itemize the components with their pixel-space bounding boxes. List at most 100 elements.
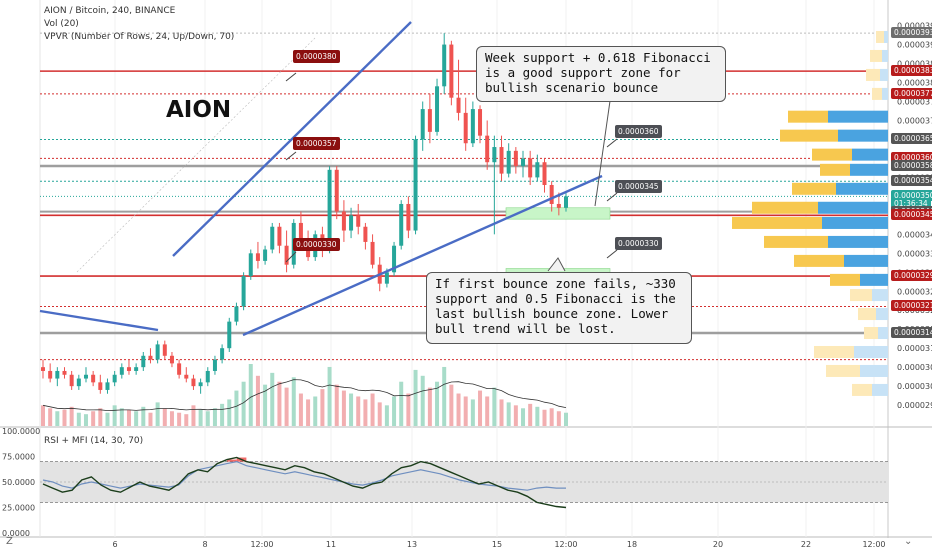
- volume-bar: [306, 399, 311, 426]
- vpvr-up-bar: [732, 216, 822, 229]
- expand-icon[interactable]: ⌄: [904, 536, 913, 547]
- volume-bar: [298, 393, 303, 426]
- volume-bar: [521, 408, 526, 426]
- volume-bar: [406, 393, 411, 426]
- tag-357: 0.0000357: [293, 137, 340, 150]
- rsi-tick-label: 0.0000: [2, 529, 30, 538]
- price-tick-label: 0.0000300: [897, 382, 932, 391]
- vpvr-down-bar: [822, 216, 888, 229]
- price-axis-label: 0.0000360: [891, 152, 932, 164]
- price-tick-label: 0.0000335: [897, 249, 932, 258]
- vpvr-indicator-label[interactable]: VPVR (Number Of Rows, 24, Up/Down, 70): [44, 32, 235, 42]
- vpvr-up-bar: [876, 30, 884, 43]
- volume-bar: [349, 393, 354, 426]
- candle-body: [126, 367, 131, 371]
- volume-bar: [169, 411, 174, 426]
- volume-bar: [556, 411, 561, 426]
- candle-body: [119, 367, 124, 375]
- price-axis-label: 0.0000383: [891, 65, 932, 77]
- vpvr-up-bar: [794, 254, 844, 267]
- volume-indicator-label[interactable]: Vol (20): [44, 19, 79, 29]
- candle-body: [191, 378, 196, 387]
- vpvr-down-bar: [884, 30, 888, 43]
- price-axis-label: 0.0000365: [891, 133, 932, 145]
- volume-bar: [148, 412, 153, 426]
- candle-body: [392, 245, 397, 273]
- rsi-line: [42, 456, 567, 509]
- tag-380: 0.0000380: [293, 50, 340, 63]
- volume-bar: [91, 411, 96, 426]
- candle-body: [212, 359, 217, 371]
- tag-pointer: [606, 138, 618, 148]
- price-tick-label: 0.0000340: [897, 230, 932, 239]
- price-tick-label: 0.0000375: [897, 97, 932, 106]
- time-tick-label: 15: [492, 540, 502, 549]
- candle-body: [255, 253, 260, 261]
- candle-body: [363, 226, 368, 242]
- candle-body: [506, 150, 511, 174]
- volume-bar: [413, 369, 418, 426]
- candle-body: [155, 344, 160, 360]
- vpvr-up-bar: [764, 235, 828, 248]
- vpvr-down-bar: [828, 110, 888, 123]
- tag-345: 0.0000345: [615, 180, 662, 193]
- symbol-line: AION / Bitcoin, 240, BINANCE: [44, 6, 176, 16]
- volume-bar: [356, 396, 361, 426]
- candle-body: [406, 203, 411, 231]
- volume-bar: [392, 396, 397, 426]
- volume-bar: [399, 381, 404, 426]
- price-tick-label: 0.0000310: [897, 344, 932, 353]
- volume-bar: [62, 409, 67, 426]
- price-axis-label: 0.0000345: [891, 209, 932, 221]
- price-axis-label: 0.0000393: [891, 27, 932, 39]
- volume-bar: [542, 409, 547, 426]
- vpvr-up-bar: [866, 68, 880, 81]
- candle-body: [463, 112, 468, 144]
- symbol-title: AION: [166, 97, 232, 123]
- candle-body: [485, 135, 490, 163]
- volume-bar: [134, 411, 139, 426]
- candle-body: [535, 162, 540, 178]
- candle-body: [177, 363, 182, 375]
- price-tick-label: 0.0000395: [897, 22, 932, 31]
- volume-bar: [191, 405, 196, 426]
- vpvr-down-bar: [878, 327, 888, 340]
- vpvr-down-bar: [882, 49, 888, 62]
- time-tick-label: 11: [326, 540, 336, 549]
- volume-bar: [377, 402, 382, 426]
- candle-body: [528, 158, 533, 178]
- volume-bar: [198, 409, 203, 426]
- rsi-mfi-label[interactable]: RSI + MFI (14, 30, 70): [44, 436, 144, 446]
- candle-body: [513, 150, 518, 167]
- vpvr-up-bar: [830, 273, 860, 286]
- z-icon[interactable]: Z: [6, 536, 13, 547]
- volume-bar: [291, 377, 296, 426]
- volume-bar: [177, 412, 182, 426]
- support-zone-345: [505, 207, 611, 220]
- time-tick-label: 12:00: [250, 540, 273, 549]
- callout-week-support: Week support + 0.618 Fibonacci is a good…: [476, 46, 726, 102]
- candle-body: [112, 374, 117, 383]
- volume-bar: [227, 399, 232, 426]
- volume-bar: [492, 387, 497, 426]
- volume-bar: [55, 411, 60, 426]
- volume-bar: [535, 406, 540, 426]
- volume-bar: [277, 381, 282, 426]
- candle-body: [327, 169, 332, 250]
- vpvr-down-bar: [838, 129, 888, 142]
- candle-body: [234, 306, 239, 322]
- volume-bar: [435, 381, 440, 426]
- candle-body: [284, 245, 289, 265]
- volume-bar: [141, 406, 146, 426]
- candle-body: [356, 215, 361, 227]
- vpvr-up-bar: [780, 129, 838, 142]
- candle-body: [41, 367, 45, 371]
- volume-bar: [248, 364, 253, 426]
- volume-bar: [69, 406, 74, 426]
- volume-bar: [126, 409, 131, 426]
- candle-body: [91, 374, 96, 383]
- candle-body: [427, 109, 432, 132]
- volume-bar: [270, 372, 275, 426]
- volume-bar: [499, 399, 504, 426]
- rsi-tick-label: 50.0000: [2, 478, 35, 487]
